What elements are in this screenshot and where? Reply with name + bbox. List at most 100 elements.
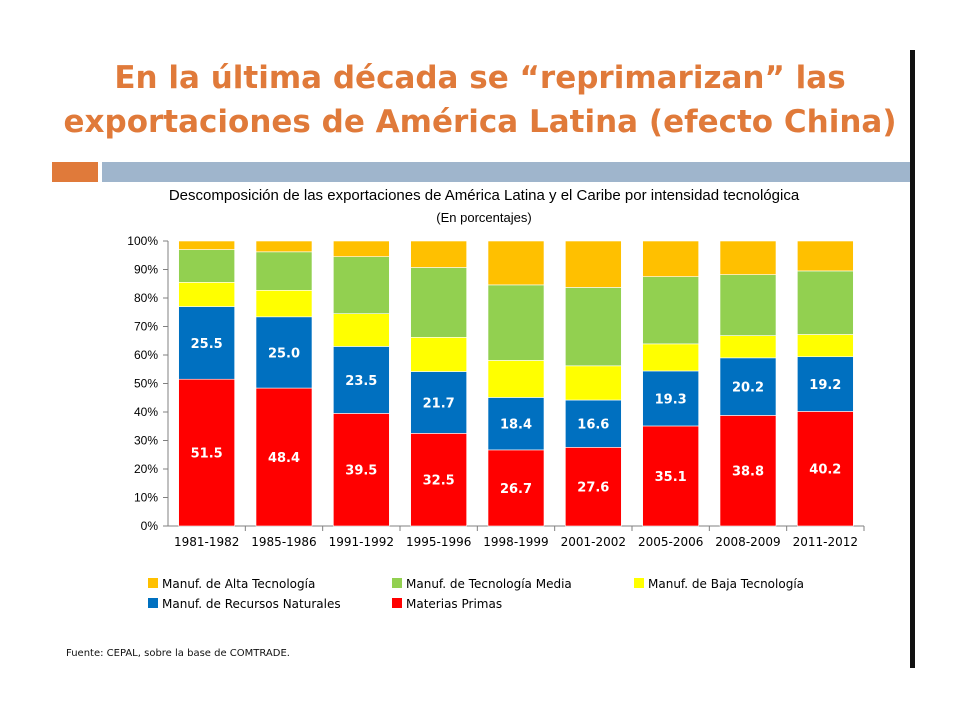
bar-segment — [178, 282, 235, 307]
legend-swatch — [392, 598, 402, 608]
chart-title: Descomposición de las exportaciones de A… — [169, 187, 800, 204]
bar-segment — [565, 240, 622, 288]
data-label: 32.5 — [423, 474, 455, 489]
data-label: 21.7 — [423, 396, 455, 411]
bar-segment — [487, 449, 545, 527]
bar-segment — [333, 256, 390, 314]
bar-segment — [410, 337, 467, 372]
bar-segment — [642, 276, 699, 345]
bar-segment — [487, 240, 545, 286]
data-label: 19.3 — [655, 392, 687, 407]
data-label: 25.5 — [191, 337, 223, 352]
accent-block — [52, 162, 98, 182]
bar-segment — [410, 371, 467, 434]
bar-segment — [719, 415, 777, 527]
data-label: 25.0 — [268, 346, 300, 361]
x-tick-label: 1985-1986 — [251, 535, 316, 549]
header-bar — [102, 162, 912, 182]
bar-segment — [797, 270, 854, 335]
bar-segment — [333, 240, 390, 257]
data-label: 48.4 — [268, 451, 300, 466]
data-label: 38.8 — [732, 465, 764, 480]
bar-segment — [255, 387, 313, 527]
slide-title-line1: En la última década se “reprimarizan” la… — [114, 60, 846, 96]
data-label: 19.2 — [809, 378, 841, 393]
x-tick-label: 1981-1982 — [174, 535, 239, 549]
bar-segment — [642, 343, 699, 372]
bar-segment — [487, 397, 545, 451]
bar-segment — [410, 240, 467, 268]
bar-segment — [719, 335, 777, 359]
x-tick-label: 1995-1996 — [406, 535, 471, 549]
legend-label: Manuf. de Tecnología Media — [406, 577, 572, 591]
data-label: 18.4 — [500, 418, 532, 433]
bar-segment — [487, 284, 545, 361]
legend-label: Manuf. de Baja Tecnología — [648, 577, 804, 591]
bar-segment — [719, 274, 777, 336]
y-tick-label: 30% — [134, 434, 158, 448]
legend-swatch — [148, 578, 158, 588]
slide-title-line2: exportaciones de América Latina (efecto … — [63, 104, 897, 140]
bar-segment — [255, 290, 313, 318]
y-tick-label: 40% — [134, 405, 158, 419]
y-tick-label: 10% — [134, 491, 158, 505]
y-tick-label: 90% — [134, 263, 158, 277]
legend-swatch — [392, 578, 402, 588]
legend-swatch — [634, 578, 644, 588]
right-rule — [910, 50, 915, 668]
bar-segment — [410, 433, 467, 527]
source-note: Fuente: CEPAL, sobre la base de COMTRADE… — [66, 648, 290, 659]
bar-segment — [178, 378, 235, 527]
bar-segment — [255, 316, 313, 389]
bar-segment — [565, 399, 622, 448]
data-label: 16.6 — [577, 418, 609, 433]
bar-segment — [333, 413, 390, 527]
bar-segment — [642, 370, 699, 427]
bar-segment — [487, 360, 545, 398]
bar-segment — [178, 249, 235, 283]
bar-segment — [178, 240, 235, 250]
bar-segment — [565, 447, 622, 527]
data-label: 26.7 — [500, 482, 532, 497]
bar-segment — [797, 240, 854, 272]
chart-subtitle: (En porcentajes) — [436, 210, 531, 225]
data-label: 40.2 — [809, 463, 841, 478]
y-tick-label: 20% — [134, 462, 158, 476]
bar-segment — [797, 411, 854, 527]
x-tick-label: 2011-2012 — [793, 535, 858, 549]
x-tick-label: 1991-1992 — [329, 535, 394, 549]
data-label: 23.5 — [345, 374, 377, 389]
y-tick-label: 80% — [134, 291, 158, 305]
bar-segment — [178, 306, 235, 380]
y-tick-label: 50% — [134, 377, 158, 391]
data-label: 35.1 — [655, 470, 687, 485]
bar-segment — [642, 425, 699, 527]
bar-segment — [255, 251, 313, 291]
bar-segment — [642, 240, 699, 277]
bar-segment — [797, 334, 854, 358]
x-tick-label: 2005-2006 — [638, 535, 703, 549]
legend-label: Manuf. de Alta Tecnología — [162, 577, 315, 591]
legend-swatch — [148, 598, 158, 608]
data-label: 20.2 — [732, 381, 764, 396]
y-tick-label: 70% — [134, 320, 158, 334]
bar-segment — [565, 287, 622, 367]
slide-title: En la última década se “reprimarizan” la… — [60, 56, 900, 144]
legend-label: Manuf. de Recursos Naturales — [162, 597, 341, 611]
bar-segment — [719, 357, 777, 416]
y-tick-label: 100% — [127, 234, 158, 248]
plot-area: 0% 10% 20% 30% 40% 50% 60% 70% 80% 90% 100% 51.5 25.… — [127, 234, 865, 549]
data-label: 39.5 — [345, 464, 377, 479]
legend: Manuf. de Alta Tecnología Manuf. de Tecno… — [148, 577, 804, 611]
bar-segment — [333, 346, 390, 414]
bar-segment — [719, 240, 777, 275]
bar-segment — [255, 240, 313, 253]
bar-segment — [797, 356, 854, 412]
data-label: 27.6 — [577, 481, 609, 496]
legend-label: Materias Primas — [406, 597, 502, 611]
bar-segment — [565, 365, 622, 401]
data-label: 51.5 — [191, 447, 223, 462]
y-tick-label: 60% — [134, 348, 158, 362]
bar-segment — [410, 267, 467, 338]
